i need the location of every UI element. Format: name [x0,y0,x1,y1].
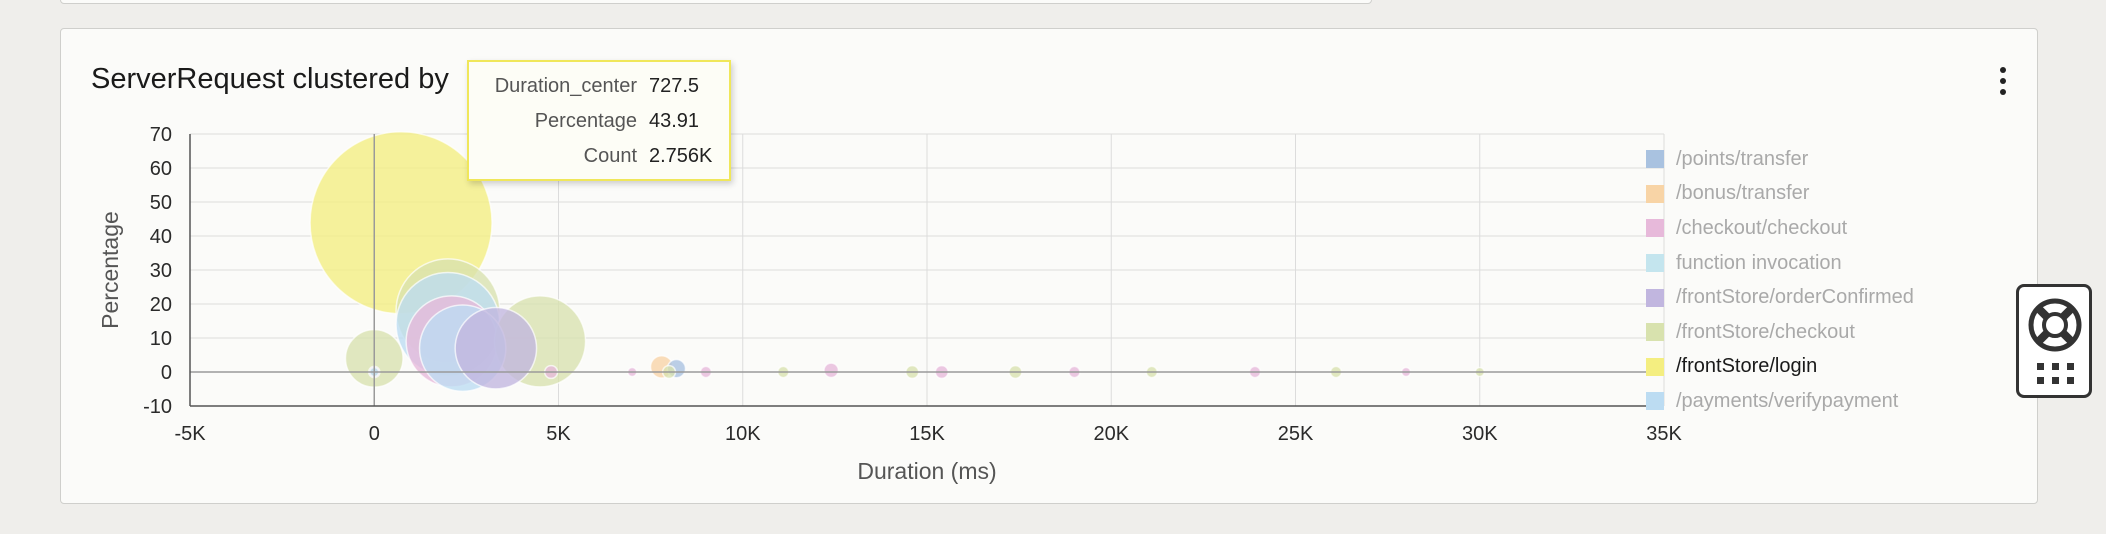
y-tick-label: -10 [143,396,172,418]
x-tick-label: 35K [1646,423,1682,445]
y-tick-label: 30 [150,260,172,282]
y-tick-label: 0 [161,362,172,384]
lifebuoy-icon[interactable] [2028,298,2082,352]
x-tick-label: 25K [1278,423,1314,445]
x-axis-title: Duration (ms) [857,458,996,484]
legend-swatch [1646,357,1664,376]
legend-swatch [1646,150,1664,169]
tooltip-key: Percentage [534,110,637,132]
x-tick-label: 15K [909,423,945,445]
tooltip-value: 2.756K [649,145,713,167]
help-widget[interactable] [2016,284,2092,398]
y-tick-label: 20 [150,294,172,316]
legend-label: /payments/verifypayment [1676,389,1899,412]
y-tick-label: 40 [150,226,172,248]
legend-item[interactable]: /points/transfer [1646,142,1914,177]
bubble-layer [309,130,1486,393]
legend-swatch [1646,288,1664,307]
panel-title: ServerRequest clustered by [91,63,449,95]
legend-item[interactable]: /frontStore/login [1646,350,1914,385]
legend-swatch [1646,219,1664,238]
legend-item[interactable]: /payments/verifypayment [1646,384,1914,419]
axis-layer: -5K 0 5K 10K 15K 20K 25K 30K 35K 70 60 50 40 30 20 10 0 -… [97,124,1682,484]
data-bubble [454,306,538,390]
legend-label: /frontStore/checkout [1676,320,1855,343]
x-tick-label: 10K [725,423,761,445]
y-axis-title: Percentage [97,211,123,329]
tooltip-value: 43.91 [649,110,700,132]
legend-label: function invocation [1676,251,1842,274]
y-tick-label: 60 [150,158,172,180]
data-bubble [823,362,840,379]
chart-tooltip: Duration_center 727.5 Percentage 43.91 C… [467,60,731,181]
tooltip-row: Percentage 43.91 [479,104,719,139]
legend-item[interactable]: /frontStore/orderConfirmed [1646,280,1914,315]
tooltip-key: Count [583,145,637,167]
tooltip-key: Duration_center [494,75,637,97]
chart-legend: /points/transfer/bonus/transfer/checkout… [1646,142,1914,419]
more-options-button[interactable] [1993,65,2013,97]
menu-dot-icon [2000,78,2006,84]
legend-label: /points/transfer [1676,147,1809,170]
legend-item[interactable]: /checkout/checkout [1646,211,1914,246]
legend-item[interactable]: /frontStore/checkout [1646,315,1914,350]
apps-grid-icon[interactable] [2037,363,2074,384]
y-tick-label: 50 [150,192,172,214]
legend-swatch [1646,254,1664,273]
y-tick-label: 70 [150,124,172,146]
x-tick-label: -5K [174,423,206,445]
tooltip-value: 727.5 [649,75,700,97]
menu-dot-icon [2000,89,2006,95]
tooltip-row: Count 2.756K [479,139,719,174]
x-tick-label: 5K [546,423,571,445]
legend-swatch [1646,392,1664,411]
tooltip-row: Duration_center 727.5 [479,69,719,104]
legend-swatch [1646,184,1664,203]
x-tick-label: 20K [1093,423,1129,445]
legend-item[interactable]: /bonus/transfer [1646,177,1914,212]
legend-item[interactable]: function invocation [1646,246,1914,281]
x-tick-label: 30K [1462,423,1498,445]
legend-label: /frontStore/login [1676,355,1818,378]
legend-label: /bonus/transfer [1676,182,1810,205]
x-tick-label: 0 [369,423,380,445]
legend-label: /checkout/checkout [1676,216,1848,239]
y-tick-label: 10 [150,328,172,350]
legend-label: /frontStore/orderConfirmed [1676,286,1914,309]
legend-swatch [1646,323,1664,342]
menu-dot-icon [2000,67,2006,73]
